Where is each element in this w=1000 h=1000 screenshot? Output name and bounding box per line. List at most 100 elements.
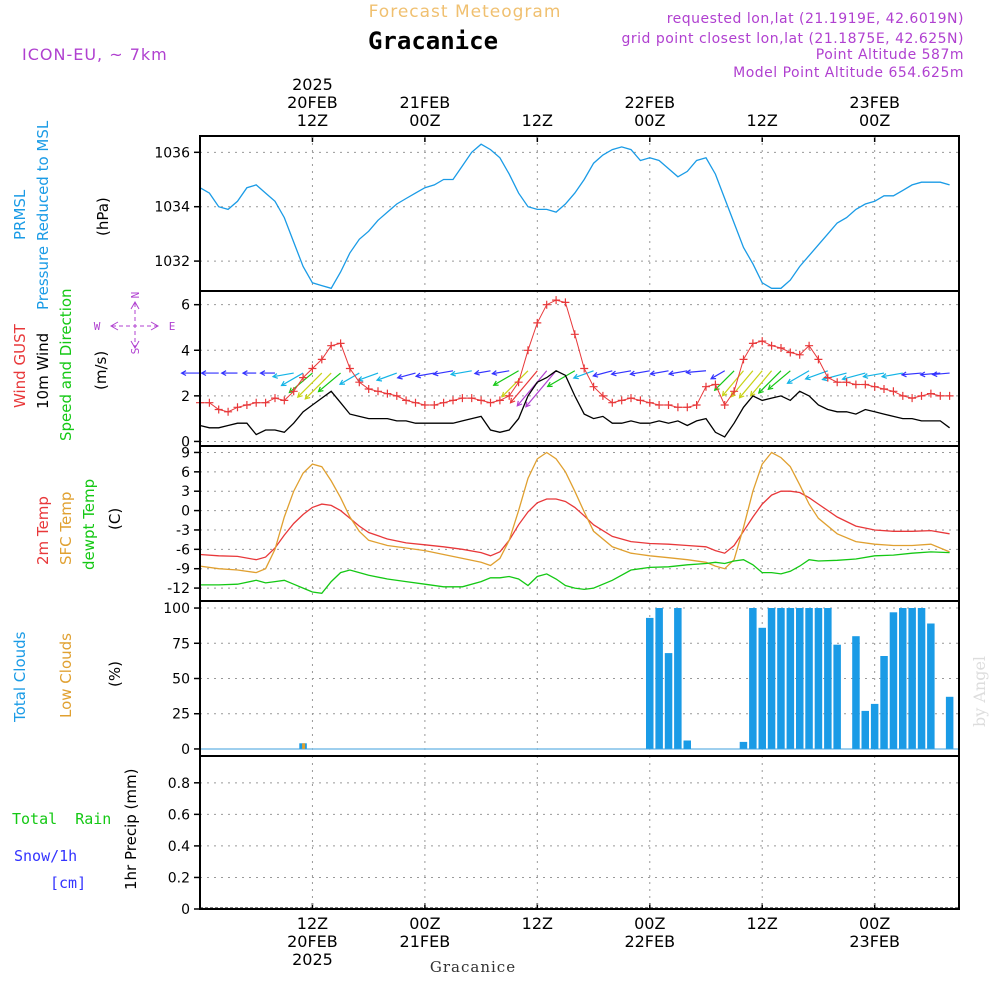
wind-gust-marker <box>598 391 607 400</box>
wind-vector <box>593 370 613 377</box>
wind-vector-head <box>767 384 774 391</box>
wind-labels: Wind GUST 10m Wind Speed and Direction (… <box>11 288 110 441</box>
total-cloud-bar <box>786 608 795 749</box>
temp-2m-line <box>199 490 950 561</box>
wind-gust-marker <box>299 373 308 382</box>
wind-vector-head <box>296 392 303 398</box>
temp-dewpt-line <box>200 551 950 594</box>
pressure-frame <box>199 135 960 292</box>
wind-gust-marker <box>805 341 814 350</box>
temp-grid <box>200 446 959 601</box>
compass-north: N <box>129 292 142 299</box>
wind-vector <box>750 370 773 397</box>
wind-vector-head <box>757 388 764 394</box>
top-time-label: 00Z <box>634 111 665 130</box>
total-cloud-bar <box>945 696 954 749</box>
wind-label-10m: 10m Wind <box>34 333 52 409</box>
temp-tick-label: -12 <box>167 581 190 597</box>
wind-vector <box>920 372 941 376</box>
wind-vector <box>516 370 548 407</box>
wind-vector <box>739 370 763 399</box>
wind-vector-head <box>338 379 346 385</box>
bottom-time-label: 21FEB <box>400 932 451 951</box>
wind-vector <box>289 372 313 393</box>
compass-west: W <box>94 320 101 333</box>
wind-gust-marker <box>589 382 598 391</box>
wind-tick-label: 2 <box>181 389 190 405</box>
header: Forecast Meteogram Gracanice ICON-EU, ~ … <box>22 2 964 81</box>
total-cloud-bar <box>927 623 935 749</box>
pressure-unit: (hPa) <box>94 197 112 236</box>
wind-gust-marker <box>767 341 776 350</box>
wind-vector <box>304 372 332 400</box>
wind-vector-head <box>900 371 907 378</box>
top-time-label: 2025 <box>292 75 333 94</box>
pressure-tick-label: 1036 <box>154 145 190 161</box>
wind-vector-head <box>649 370 656 377</box>
precip-y-axis: 0 0.2 0.4 0.6 0.8 <box>168 776 200 918</box>
wind-vector-head <box>525 401 531 408</box>
precip-tick-label: 0.8 <box>168 776 190 792</box>
wind-gust-marker <box>345 364 354 373</box>
wind-panel: Wind GUST 10m Wind Speed and Direction (… <box>11 288 960 450</box>
wind-gust-marker <box>645 398 654 407</box>
wind-gust-marker <box>495 396 504 405</box>
wind-gust-marker <box>720 401 729 409</box>
wind-vector-head <box>546 381 553 388</box>
wind-gust-marker <box>449 396 457 405</box>
wind-vector <box>722 370 744 397</box>
compass-east: E <box>169 320 176 333</box>
temp-label-2m: 2m Temp <box>34 496 52 565</box>
pressure-series <box>199 143 950 290</box>
wind-vector-head <box>509 397 516 404</box>
wind-gust-marker <box>392 391 401 400</box>
point-altitude: Point Altitude 587m <box>816 47 964 63</box>
bottom-time-label: 12Z <box>297 914 328 933</box>
wind-gust-marker <box>205 398 214 407</box>
wind-gust-marker <box>814 355 823 364</box>
wind-gust-marker <box>936 391 945 400</box>
wind-gust-marker <box>411 398 420 407</box>
wind-gust-marker <box>420 401 429 409</box>
low-cloud-bar <box>302 743 306 749</box>
total-cloud-bar <box>908 608 916 749</box>
precip-tick-label: 0 <box>181 902 190 918</box>
compass-arrow-s <box>130 340 140 350</box>
wind-gust-marker <box>533 318 542 327</box>
bottom-time-label: 20FEB <box>287 932 338 951</box>
bottom-time-label: 00Z <box>859 914 890 933</box>
wind-vector-head <box>259 370 266 377</box>
total-cloud-bar <box>674 608 682 749</box>
location-title: Gracanice <box>368 27 498 55</box>
wind-vector <box>525 370 557 408</box>
bottom-time-label: 12Z <box>747 914 778 933</box>
wind-gust-marker <box>795 350 804 359</box>
total-cloud-bar <box>655 608 663 749</box>
wind-gust-marker <box>364 385 373 393</box>
precip-label-cm: [cm] <box>50 874 86 892</box>
wind-gust-marker <box>823 373 832 382</box>
wind-gust-marker <box>467 394 476 403</box>
temp-series <box>199 451 950 594</box>
wind-vector <box>376 372 397 381</box>
temp-unit: (C) <box>106 508 124 530</box>
wind-gust-marker <box>926 389 935 398</box>
clouds-label-total: Total Clouds <box>11 631 29 723</box>
wind-gust-marker <box>505 391 514 400</box>
wind-gust-marker <box>870 382 879 391</box>
wind-vector-head <box>491 370 498 376</box>
top-time-label: 12Z <box>297 111 328 130</box>
temp-tick-label: -6 <box>176 542 190 558</box>
bottom-time-label: 00Z <box>409 914 440 933</box>
clouds-tick-label: 25 <box>172 707 190 723</box>
total-cloud-bar <box>683 740 691 749</box>
wind-gust-marker <box>308 364 317 373</box>
wind-gust-marker <box>758 337 767 346</box>
wind-vector-head <box>180 370 187 377</box>
bottom-time-label: 00Z <box>634 914 665 933</box>
wind-vector <box>297 372 323 398</box>
model-altitude: Model Point Altitude 654.625m <box>733 65 964 81</box>
precip-grid <box>200 756 959 910</box>
prmsl-line <box>199 143 950 290</box>
wind-vector-head <box>414 372 422 379</box>
